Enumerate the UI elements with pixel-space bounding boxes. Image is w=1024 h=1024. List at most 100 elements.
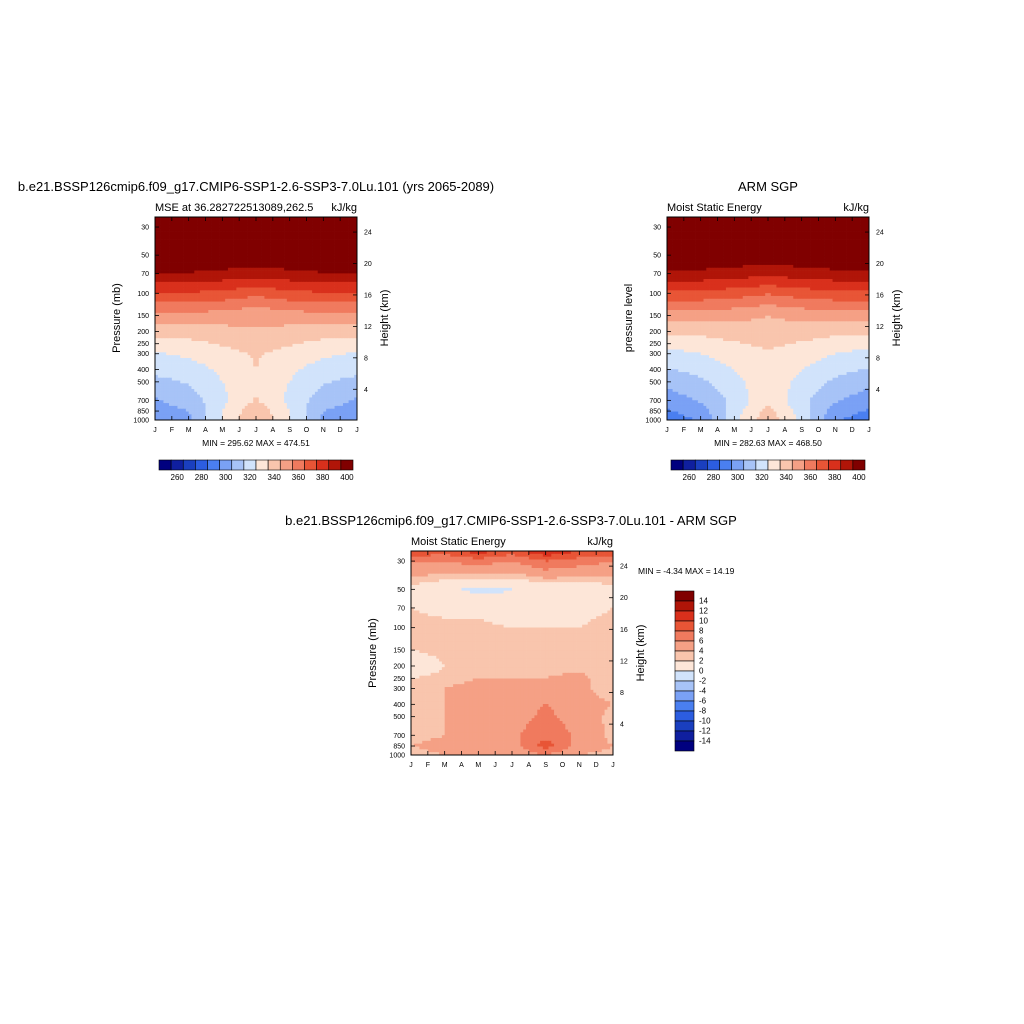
contour-cell [163, 363, 167, 367]
contour-cell [292, 391, 296, 395]
contour-cell [194, 408, 198, 412]
contour-cell [225, 245, 229, 249]
contour-cell [202, 343, 206, 348]
contour-cell [216, 287, 220, 291]
contour-cell [314, 273, 319, 277]
contour-cell [326, 295, 330, 300]
contour-cell [278, 304, 282, 308]
contour-cell [199, 366, 204, 370]
contour-cell [202, 219, 206, 223]
contour-cell [281, 380, 285, 384]
contour-cell [306, 326, 310, 331]
contour-cell [233, 239, 237, 243]
contour-cell [317, 349, 321, 353]
contour-cell [272, 312, 276, 317]
contour-cell [236, 329, 240, 333]
contour-cell [253, 256, 257, 260]
contour-cell [354, 397, 358, 401]
contour-cell [303, 270, 307, 274]
contour-cell [216, 369, 220, 373]
contour-cell [292, 248, 296, 252]
contour-cell [185, 228, 190, 232]
contour-cell [155, 245, 159, 249]
contour-cell [298, 284, 302, 288]
contour-cell [258, 228, 262, 232]
contour-cell [295, 231, 299, 235]
contour-cell [199, 329, 204, 333]
contour-cell [272, 369, 276, 373]
contour-cell [320, 332, 324, 336]
contour-cell [225, 383, 229, 387]
contour-cell [253, 276, 257, 280]
contour-cell [334, 273, 338, 277]
contour-cell [317, 357, 321, 362]
contour-cell [216, 397, 220, 401]
contour-cell [323, 304, 327, 308]
contour-cell [326, 338, 330, 342]
contour-cell [244, 273, 248, 277]
contour-cell [334, 231, 338, 235]
contour-cell [236, 219, 240, 223]
contour-cell [239, 262, 243, 266]
contour-cell [345, 363, 349, 367]
contour-cell [244, 287, 248, 291]
contour-cell [230, 290, 234, 294]
contour-cell [303, 222, 307, 226]
contour-cell [298, 245, 302, 249]
contour-cell [286, 391, 291, 395]
contour-cell [197, 369, 201, 373]
contour-cell [278, 405, 282, 410]
contour-cell [197, 366, 201, 370]
contour-cell [236, 231, 240, 235]
contour-cell [205, 293, 209, 297]
contour-cell [278, 324, 282, 328]
contour-cell [202, 248, 206, 252]
contour-cell [286, 242, 291, 246]
contour-cell [185, 394, 190, 398]
contour-cell [348, 276, 352, 280]
contour-cell [174, 312, 178, 317]
contour-cell [292, 383, 296, 387]
contour-cell [171, 225, 175, 229]
contour-cell [202, 245, 206, 249]
contour-cell [225, 315, 229, 319]
contour-cell [177, 332, 181, 336]
contour-cell [320, 228, 324, 232]
contour-cell [157, 245, 161, 249]
contour-cell [303, 293, 307, 297]
contour-cell [227, 357, 232, 362]
contour-cell [354, 287, 358, 291]
contour-cell [328, 225, 333, 229]
contour-cell [275, 273, 279, 277]
contour-cell [345, 324, 349, 328]
contour-cell [298, 259, 302, 263]
contour-cell [295, 318, 299, 322]
contour-cell [216, 318, 220, 322]
contour-cell [205, 253, 209, 257]
contour-cell [258, 315, 262, 319]
contour-cell [230, 304, 234, 308]
contour-cell [340, 259, 344, 263]
contour-cell [328, 408, 333, 412]
contour-cell [351, 360, 355, 364]
contour-cell [197, 335, 201, 339]
contour-cell [183, 276, 187, 280]
contour-cell [253, 239, 257, 243]
contour-cell [185, 355, 190, 359]
contour-cell [272, 276, 276, 280]
contour-cell [194, 307, 198, 311]
contour-cell [286, 236, 291, 240]
contour-cell [239, 219, 243, 223]
contour-cell [281, 242, 285, 246]
contour-cell [264, 329, 268, 333]
contour-cell [309, 346, 313, 350]
contour-cell [331, 264, 335, 269]
contour-cell [256, 279, 260, 283]
contour-cell [284, 307, 288, 311]
contour-cell [267, 250, 271, 254]
contour-cell [194, 388, 198, 393]
contour-cell [239, 329, 243, 333]
contour-cell [216, 338, 220, 342]
contour-cell [261, 259, 265, 263]
contour-cell [177, 310, 181, 314]
